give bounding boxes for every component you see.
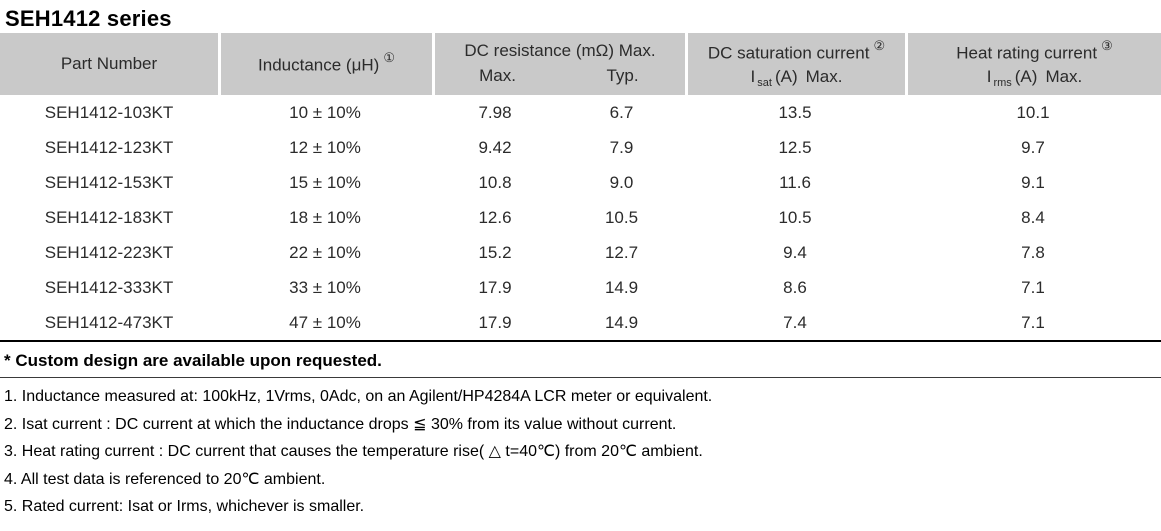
col-header-inductance: Inductance (μH) ① xyxy=(218,33,432,95)
cell-resistance-max: 9.42 xyxy=(478,137,512,157)
page-title: SEH1412 series xyxy=(5,6,172,31)
footnote-4: 4. All test data is referenced to 20℃ am… xyxy=(4,470,326,488)
cell-inductance: 18 ± 10% xyxy=(289,207,361,227)
cell-isat: 9.4 xyxy=(783,242,807,262)
cell-resistance-max: 17.9 xyxy=(478,312,512,332)
cell-resistance-typ: 7.9 xyxy=(609,137,634,157)
footnote-marker-1: ① xyxy=(383,49,395,65)
spec-table-body: SEH1412-103KT 10 ± 10% 7.98 6.7 13.5 10.… xyxy=(0,95,1161,342)
col-header-inductance-label: Inductance (μH) ① xyxy=(258,49,395,75)
footnotes-list: 1. Inductance measured at: 100kHz, 1Vrms… xyxy=(0,378,1161,521)
cell-inductance: 15 ± 10% xyxy=(289,172,361,192)
subcol-header-max: Max. xyxy=(479,66,516,86)
cell-irms: 7.1 xyxy=(1021,277,1045,297)
footnote-2: 2. Isat current : DC current at which th… xyxy=(4,415,677,433)
footnote-marker-2: ② xyxy=(873,38,886,54)
col-header-dc-saturation-label: DC saturation current ② xyxy=(707,38,886,63)
cell-inductance: 22 ± 10% xyxy=(289,242,361,262)
cell-inductance: 33 ± 10% xyxy=(289,277,361,297)
cell-irms: 7.1 xyxy=(1021,312,1045,332)
cell-isat: 10.5 xyxy=(778,207,812,227)
table-row: SEH1412-223KT 22 ± 10% 15.2 12.7 9.4 7.8 xyxy=(0,235,1161,270)
col-header-dc-resistance-label: DC resistance (mΩ) Max. xyxy=(464,41,656,61)
cell-part-number: SEH1412-123KT xyxy=(44,137,174,157)
cell-irms: 7.8 xyxy=(1021,242,1045,262)
footnote-5: 5. Rated current: Isat or Irms, whicheve… xyxy=(4,498,365,515)
sat-subscript: sat xyxy=(757,76,772,89)
cell-irms: 9.7 xyxy=(1021,137,1045,157)
cell-isat: 13.5 xyxy=(778,102,812,122)
cell-isat: 7.4 xyxy=(783,312,807,332)
cell-resistance-max: 15.2 xyxy=(478,242,512,262)
rms-subscript: rms xyxy=(993,76,1012,89)
subcol-header-typ: Typ. xyxy=(606,66,639,86)
cell-resistance-max: 12.6 xyxy=(478,207,512,227)
cell-resistance-max: 17.9 xyxy=(478,277,512,297)
table-row: SEH1412-123KT 12 ± 10% 9.42 7.9 12.5 9.7 xyxy=(0,130,1161,165)
table-row: SEH1412-473KT 47 ± 10% 17.9 14.9 7.4 7.1 xyxy=(0,305,1161,340)
cell-resistance-typ: 10.5 xyxy=(604,207,639,227)
cell-resistance-typ: 9.0 xyxy=(609,172,634,192)
cell-part-number: SEH1412-473KT xyxy=(44,312,174,332)
cell-resistance-typ: 12.7 xyxy=(604,242,639,262)
spec-table-header: Part Number Inductance (μH) ① DC resistan… xyxy=(0,33,1161,95)
cell-part-number: SEH1412-153KT xyxy=(44,172,174,192)
cell-resistance-typ: 14.9 xyxy=(604,277,639,297)
col-header-heat-rating-label: Heat rating current ③ xyxy=(956,38,1113,63)
cell-resistance-max: 10.8 xyxy=(478,172,512,192)
cell-isat: 12.5 xyxy=(778,137,812,157)
col-header-part-number: Part Number xyxy=(0,33,218,95)
cell-part-number: SEH1412-103KT xyxy=(44,102,174,122)
footnote-marker-3: ③ xyxy=(1101,38,1113,54)
footnote-3: 3. Heat rating current : DC current that… xyxy=(4,443,703,460)
col-header-dc-resistance: DC resistance (mΩ) Max. Max. Typ. xyxy=(432,33,685,95)
cell-isat: 11.6 xyxy=(779,172,811,192)
cell-resistance-typ: 14.9 xyxy=(604,312,639,332)
irms-max-label: Max. xyxy=(1045,67,1083,87)
col-header-part-number-label: Part Number xyxy=(60,53,158,73)
cell-irms: 10.1 xyxy=(1016,102,1050,122)
cell-part-number: SEH1412-223KT xyxy=(44,242,174,262)
cell-isat: 8.6 xyxy=(783,277,807,297)
table-row: SEH1412-153KT 15 ± 10% 10.8 9.0 11.6 9.1 xyxy=(0,165,1161,200)
dc-resistance-subheaders: Max. Typ. xyxy=(435,66,685,86)
current-symbol: I xyxy=(750,67,756,87)
irms-unit: (A) xyxy=(1014,67,1038,87)
table-row: SEH1412-103KT 10 ± 10% 7.98 6.7 13.5 10.… xyxy=(0,95,1161,130)
cell-irms: 9.1 xyxy=(1021,172,1045,192)
cell-inductance: 10 ± 10% xyxy=(289,102,361,122)
cell-irms: 8.4 xyxy=(1021,207,1045,227)
cell-resistance-typ: 6.7 xyxy=(609,102,634,122)
cell-inductance: 47 ± 10% xyxy=(289,312,361,332)
cell-inductance: 12 ± 10% xyxy=(289,137,361,157)
cell-part-number: SEH1412-333KT xyxy=(44,277,174,297)
table-row: SEH1412-183KT 18 ± 10% 12.6 10.5 10.5 8.… xyxy=(0,200,1161,235)
cell-part-number: SEH1412-183KT xyxy=(44,207,174,227)
footnote-1: 1. Inductance measured at: 100kHz, 1Vrms… xyxy=(4,388,713,405)
isat-max-label: Max. xyxy=(805,67,843,87)
custom-design-note: * Custom design are available upon reque… xyxy=(0,342,1161,378)
table-row: SEH1412-333KT 33 ± 10% 17.9 14.9 8.6 7.1 xyxy=(0,270,1161,305)
cell-resistance-max: 7.98 xyxy=(478,102,512,122)
current-symbol: I xyxy=(986,67,992,87)
isat-unit: (A) xyxy=(774,67,798,87)
